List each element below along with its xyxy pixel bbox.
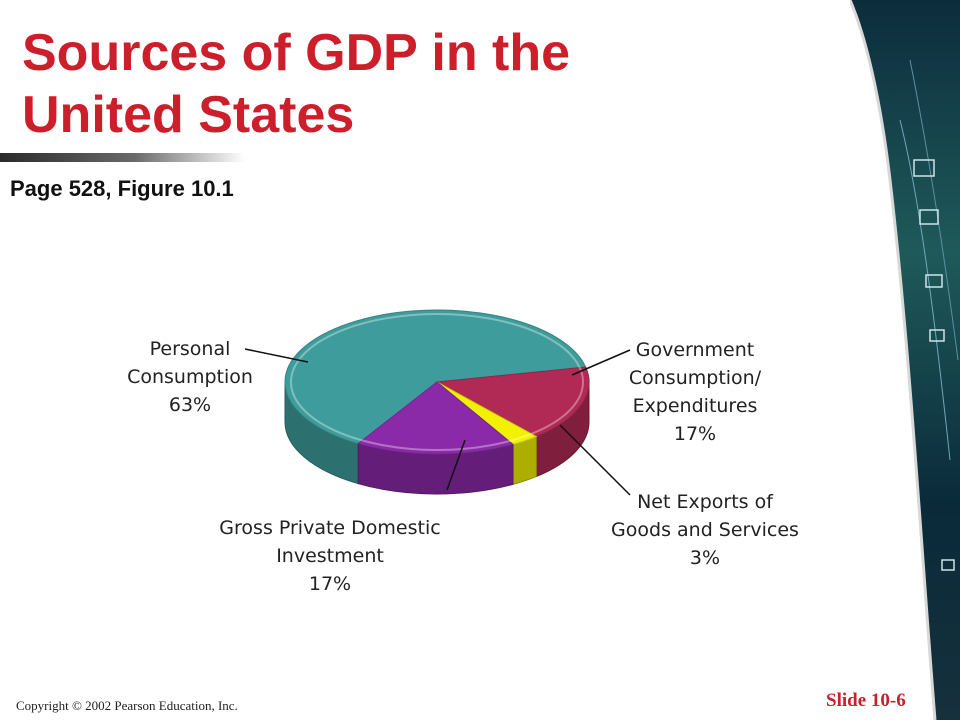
- pie-body: [284, 309, 590, 495]
- slice-label-line: Gross Private Domestic: [219, 517, 440, 539]
- pie-slice: [284, 309, 587, 445]
- leader-line: [446, 439, 466, 491]
- slice-label-line: 3%: [690, 547, 720, 569]
- slice-label-line: 17%: [674, 423, 716, 445]
- title-underline: [0, 153, 245, 162]
- leader-line: [244, 348, 309, 363]
- slice-label-line: Consumption/: [629, 367, 762, 389]
- pie-slice: [357, 381, 515, 455]
- slice-label-line: 17%: [309, 573, 351, 595]
- slice-label-line: Consumption: [127, 366, 253, 388]
- slice-label: Net Exports of Goods and Services 3%: [611, 491, 799, 569]
- pie-rim-highlight: [290, 313, 584, 451]
- slice-label-line: Net Exports of: [637, 491, 774, 513]
- slide-number: Slide 10-6: [826, 690, 906, 711]
- slice-label: Personal Consumption 63%: [127, 338, 253, 416]
- slice-label-line: Investment: [276, 545, 384, 567]
- pie-slice: [435, 366, 590, 438]
- title-line-2: United States: [22, 86, 355, 144]
- decorative-side-panel: [850, 0, 960, 720]
- copyright-notice: Copyright © 2002 Pearson Education, Inc.: [16, 698, 238, 713]
- slice-label-line: Expenditures: [633, 395, 758, 417]
- leader-line: [571, 349, 631, 376]
- page-title: Sources of GDP in the United States: [22, 22, 822, 146]
- slice-label-line: 63%: [169, 394, 211, 416]
- slice-label-line: Goods and Services: [611, 519, 799, 541]
- slice-label-line: Personal: [150, 338, 231, 360]
- slice-label-line: Government: [636, 339, 755, 361]
- figure-reference: Page 528, Figure 10.1: [10, 176, 234, 201]
- slice-label: Government Consumption/Expenditures 17%: [629, 339, 762, 445]
- title-line-1: Sources of GDP in the: [22, 24, 571, 82]
- leader-line: [559, 424, 631, 496]
- slice-label: Gross Private Domestic Investment 17%: [219, 517, 440, 595]
